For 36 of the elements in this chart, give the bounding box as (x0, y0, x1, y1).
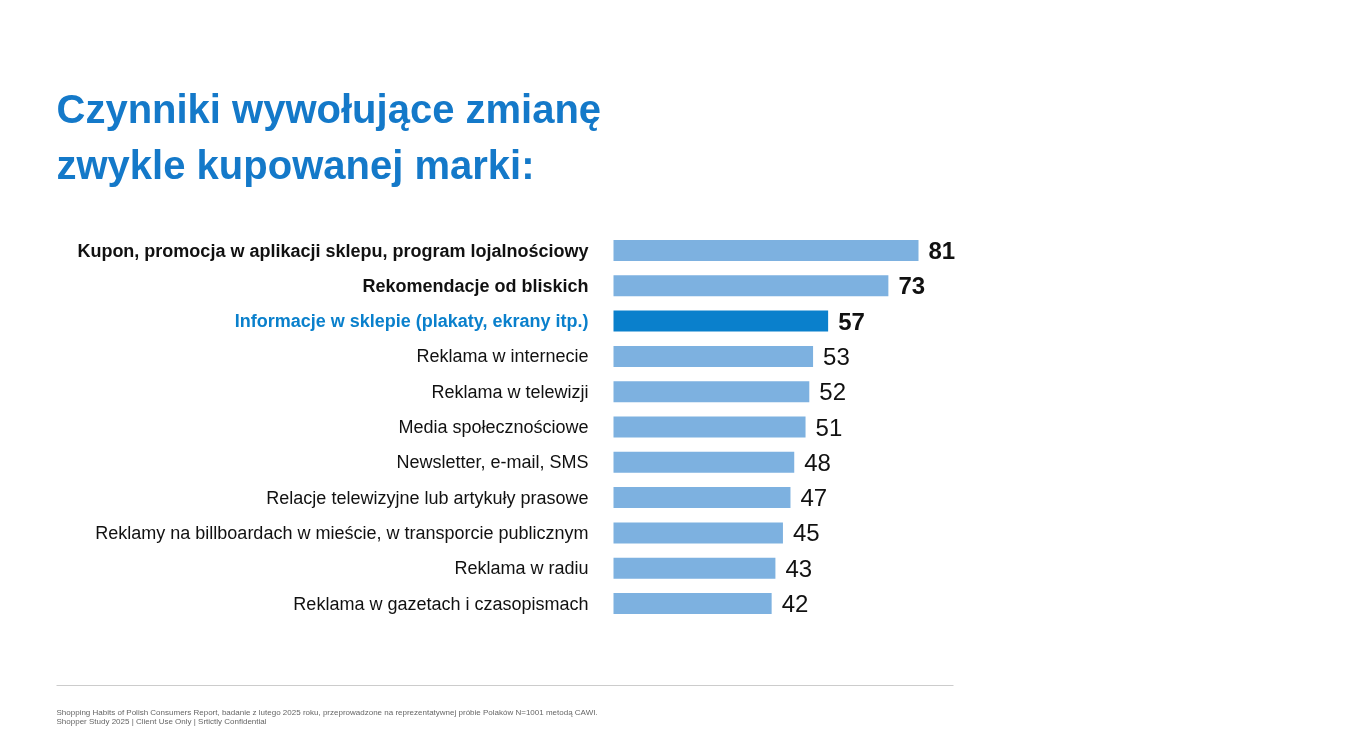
data-label: 45 (792, 519, 820, 547)
bar (613, 487, 791, 509)
data-label: 42 (781, 590, 809, 617)
bar (613, 240, 919, 261)
bar (613, 381, 810, 403)
data-label: 48 (804, 448, 831, 476)
text: Shopping Habits of Polish Consumers Report, badanie z lutego 2025 roku, przeprowadzone na reprezentatywnej próbie Polaków N=1001 metodą CAWI. (56, 708, 598, 717)
y-tick-label: Media społecznościowe (398, 417, 589, 437)
y-tick-label: Reklama w gazetach i czasopismach (293, 593, 589, 614)
y-tick-label: Relacje telewizyjne lub artykuły prasowe (266, 487, 589, 508)
bar (613, 522, 783, 544)
y-tick-label: Reklama w radiu (454, 558, 589, 579)
y-tick-label: Kupon, promocja w aplikacji sklepu, program lojalnościowy (77, 240, 589, 261)
data-label: 47 (800, 484, 828, 512)
data-label: 51 (815, 413, 843, 441)
y-tick-label: Informacje w sklepie (plakaty, ekrany itp.) (234, 311, 589, 332)
data-label: 53 (823, 342, 850, 370)
bar (613, 345, 814, 367)
y-tick-label: Reklamy na billboardach w mieście, w transporcie publicznym (95, 522, 589, 543)
bar (613, 451, 795, 473)
bar (613, 593, 772, 614)
y-tick-label: Reklama w telewizji (431, 381, 589, 402)
chart-title: Czynniki wywołujące zmianę zwykle kupowanej marki: (56, 86, 602, 187)
bar (613, 310, 829, 332)
y-tick-label: Rekomendacje od bliskich (362, 275, 589, 296)
data-label: 52 (819, 378, 847, 406)
data-label: 81 (928, 237, 956, 264)
text: Shopper Study 2025 | Client Use Only | Srtictly Confidential (56, 717, 267, 726)
bar (613, 275, 889, 297)
bar (613, 557, 776, 579)
data-label: 73 (898, 272, 926, 300)
y-tick-label: Newsletter, e-mail, SMS (396, 452, 589, 473)
y-tick-label: Reklama w internecie (416, 346, 589, 367)
data-label: 43 (785, 554, 813, 582)
data-label: 57 (838, 307, 865, 335)
bar (613, 416, 806, 438)
